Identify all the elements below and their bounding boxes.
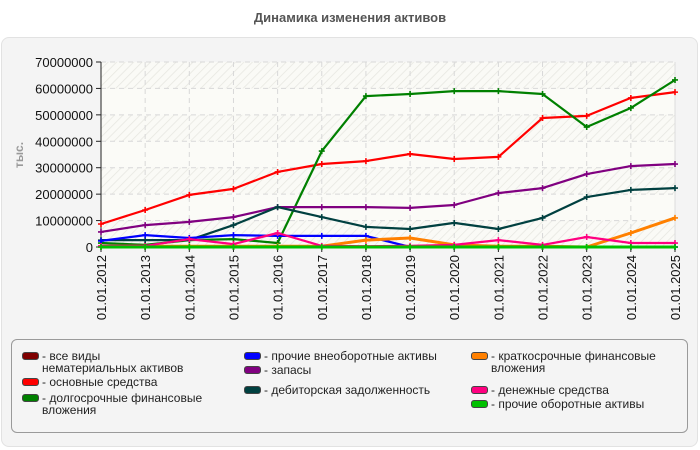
legend-label: - основные средства [42, 375, 158, 389]
y-tick-label: 30000000 [35, 161, 93, 176]
x-tick-label: 01.01.2018 [359, 255, 374, 320]
line-chart: 0 10000000 20000000 30000000 40000000 5000000… [12, 55, 683, 320]
x-tick-label: 01.01.2012 [94, 255, 109, 320]
legend-item: - дебиторская задолженность [244, 384, 464, 396]
legend-item: - краткосрочные финансовые вложения [471, 350, 671, 374]
chart-legend: - все виды нематериальных активов - основ… [11, 339, 688, 433]
legend-label: - денежные средства [491, 383, 609, 397]
data-series [98, 76, 678, 250]
legend-item: - основные средства [22, 376, 192, 388]
x-tick-label: 01.01.2016 [271, 255, 286, 320]
y-tick-label: 0 [86, 240, 93, 255]
legend-item: - денежные средства [471, 384, 671, 396]
legend-swatch [244, 352, 261, 360]
legend-swatch [22, 394, 39, 402]
x-axis-ticks: 01.01.2012 01.01.2013 01.01.2014 01.01.2015… [94, 247, 683, 320]
y-tick-label: 40000000 [35, 134, 93, 149]
y-tick-label: 70000000 [35, 55, 93, 70]
legend-item: - запасы [244, 364, 444, 376]
legend-item: - все виды нематериальных активов [22, 350, 192, 374]
plot-area [101, 62, 675, 247]
legend-swatch [471, 386, 488, 394]
x-tick-label: 01.01.2014 [182, 255, 197, 320]
legend-label: - все виды нематериальных активов [42, 349, 184, 375]
series-line [98, 89, 678, 228]
legend-item: - долгосрочные финансовые вложения [22, 392, 222, 416]
y-tick-label: 50000000 [35, 108, 93, 123]
x-tick-label: 01.01.2023 [580, 255, 595, 320]
legend-label: - прочие оборотные активы [491, 397, 645, 411]
legend-swatch [244, 386, 261, 394]
x-tick-label: 01.01.2013 [138, 255, 153, 320]
legend-label: - долгосрочные финансовые вложения [42, 391, 203, 417]
legend-swatch [471, 352, 488, 360]
legend-item: - прочие оборотные активы [471, 398, 671, 410]
y-tick-label: 10000000 [35, 214, 93, 229]
x-tick-label: 01.01.2020 [447, 255, 462, 320]
chart-title: Динамика изменения активов [253, 10, 447, 25]
x-tick-label: 01.01.2021 [491, 255, 506, 320]
series-line [98, 244, 678, 250]
legend-item: - прочие внеоборотные активы [244, 350, 464, 362]
series-line [98, 161, 678, 235]
y-axis-ticks: 0 10000000 20000000 30000000 40000000 5000000… [35, 55, 101, 255]
x-tick-label: 01.01.2015 [226, 255, 241, 320]
x-tick-label: 01.01.2017 [315, 255, 330, 320]
legend-label: - краткосрочные финансовые вложения [491, 349, 656, 375]
legend-label: - прочие внеоборотные активы [264, 349, 437, 363]
legend-swatch [22, 378, 39, 386]
legend-label: - дебиторская задолженность [264, 383, 431, 397]
y-tick-label: 20000000 [35, 187, 93, 202]
x-tick-label: 01.01.2022 [536, 255, 551, 320]
legend-swatch [22, 352, 39, 360]
legend-swatch [244, 366, 261, 374]
y-axis-label: тыс. [12, 142, 26, 168]
legend-label: - запасы [264, 363, 312, 377]
legend-swatch [471, 400, 488, 408]
x-tick-label: 01.01.2025 [668, 255, 683, 320]
x-tick-label: 01.01.2019 [403, 255, 418, 320]
y-tick-label: 60000000 [35, 81, 93, 96]
x-tick-label: 01.01.2024 [624, 255, 639, 320]
